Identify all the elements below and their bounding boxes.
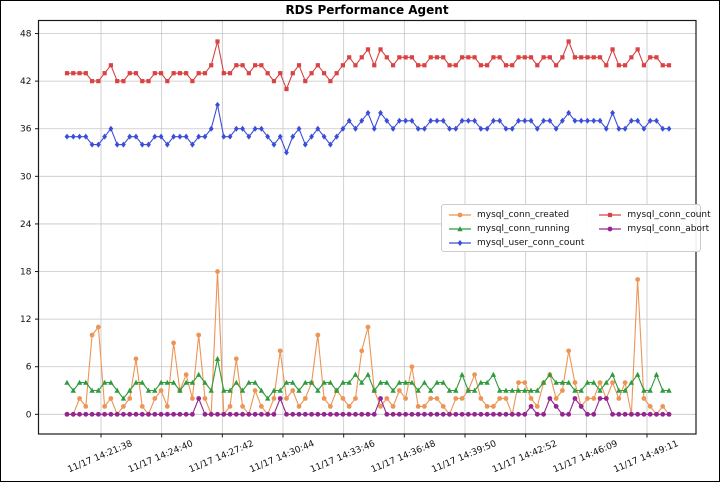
x-tick-label: 11/17 14:49:11	[612, 439, 680, 475]
legend-label-mysql_conn_created: mysql_conn_created	[477, 210, 570, 220]
diamond-marker-icon	[449, 240, 471, 246]
y-tick-label: 12	[20, 315, 31, 325]
legend: mysql_conn_created mysql_conn_running mysq…	[441, 204, 711, 252]
legend-item-mysql_conn_abort: mysql_conn_abort	[598, 223, 710, 235]
legend-item-mysql_user_conn_count: mysql_user_conn_count	[448, 237, 584, 249]
x-tick-label: 11/17 14:46:09	[552, 439, 620, 475]
x-tick-label: 11/17 14:21:38	[66, 439, 134, 475]
series-mysql_user_conn_count	[64, 101, 672, 156]
y-axis-labels: 0 6 12 18 24 30 36 42 48	[20, 30, 32, 421]
axis-ticks	[35, 33, 648, 438]
y-tick-label: 6	[26, 363, 32, 373]
legend-label-mysql_user_conn_count: mysql_user_conn_count	[477, 238, 585, 248]
series-mysql_conn_abort	[64, 396, 672, 417]
chart-title: RDS Performance Agent	[285, 3, 449, 17]
triangle-marker-icon	[449, 226, 471, 232]
legend-label-mysql_conn_count: mysql_conn_count	[627, 210, 711, 220]
y-tick-label: 36	[20, 125, 32, 135]
circle-marker-icon	[449, 212, 471, 218]
legend-item-mysql_conn_created: mysql_conn_created	[448, 209, 584, 221]
x-tick-label: 11/17 14:36:48	[370, 439, 438, 475]
y-tick-label: 0	[26, 410, 32, 420]
series-mysql_conn_created-line	[67, 271, 670, 417]
legend-item-mysql_conn_count: mysql_conn_count	[598, 209, 711, 221]
legend-label-mysql_conn_abort: mysql_conn_abort	[627, 224, 710, 234]
legend-label-mysql_conn_running: mysql_conn_running	[477, 224, 570, 234]
x-tick-label: 11/17 14:39:50	[430, 439, 498, 475]
series-mysql_conn_count	[64, 39, 672, 92]
legend-item-mysql_conn_running: mysql_conn_running	[448, 223, 584, 235]
y-tick-label: 18	[20, 268, 32, 278]
x-tick-label: 11/17 14:27:42	[188, 439, 256, 475]
x-tick-label: 11/17 14:33:46	[309, 439, 377, 475]
series-mysql_conn_created	[64, 269, 672, 417]
y-tick-label: 24	[20, 220, 32, 230]
circle-marker-icon	[599, 226, 622, 232]
y-tick-label: 42	[20, 77, 31, 87]
x-tick-label: 11/17 14:42:52	[491, 439, 559, 475]
x-tick-label: 11/17 14:30:44	[248, 439, 316, 475]
x-tick-label: 11/17 14:24:40	[127, 439, 195, 475]
series-mysql_conn_running	[64, 355, 672, 401]
legend-column: mysql_conn_count mysql_conn_abort	[598, 209, 711, 235]
square-marker-icon	[599, 212, 622, 218]
y-tick-label: 48	[20, 30, 32, 40]
y-tick-label: 30	[20, 172, 32, 182]
